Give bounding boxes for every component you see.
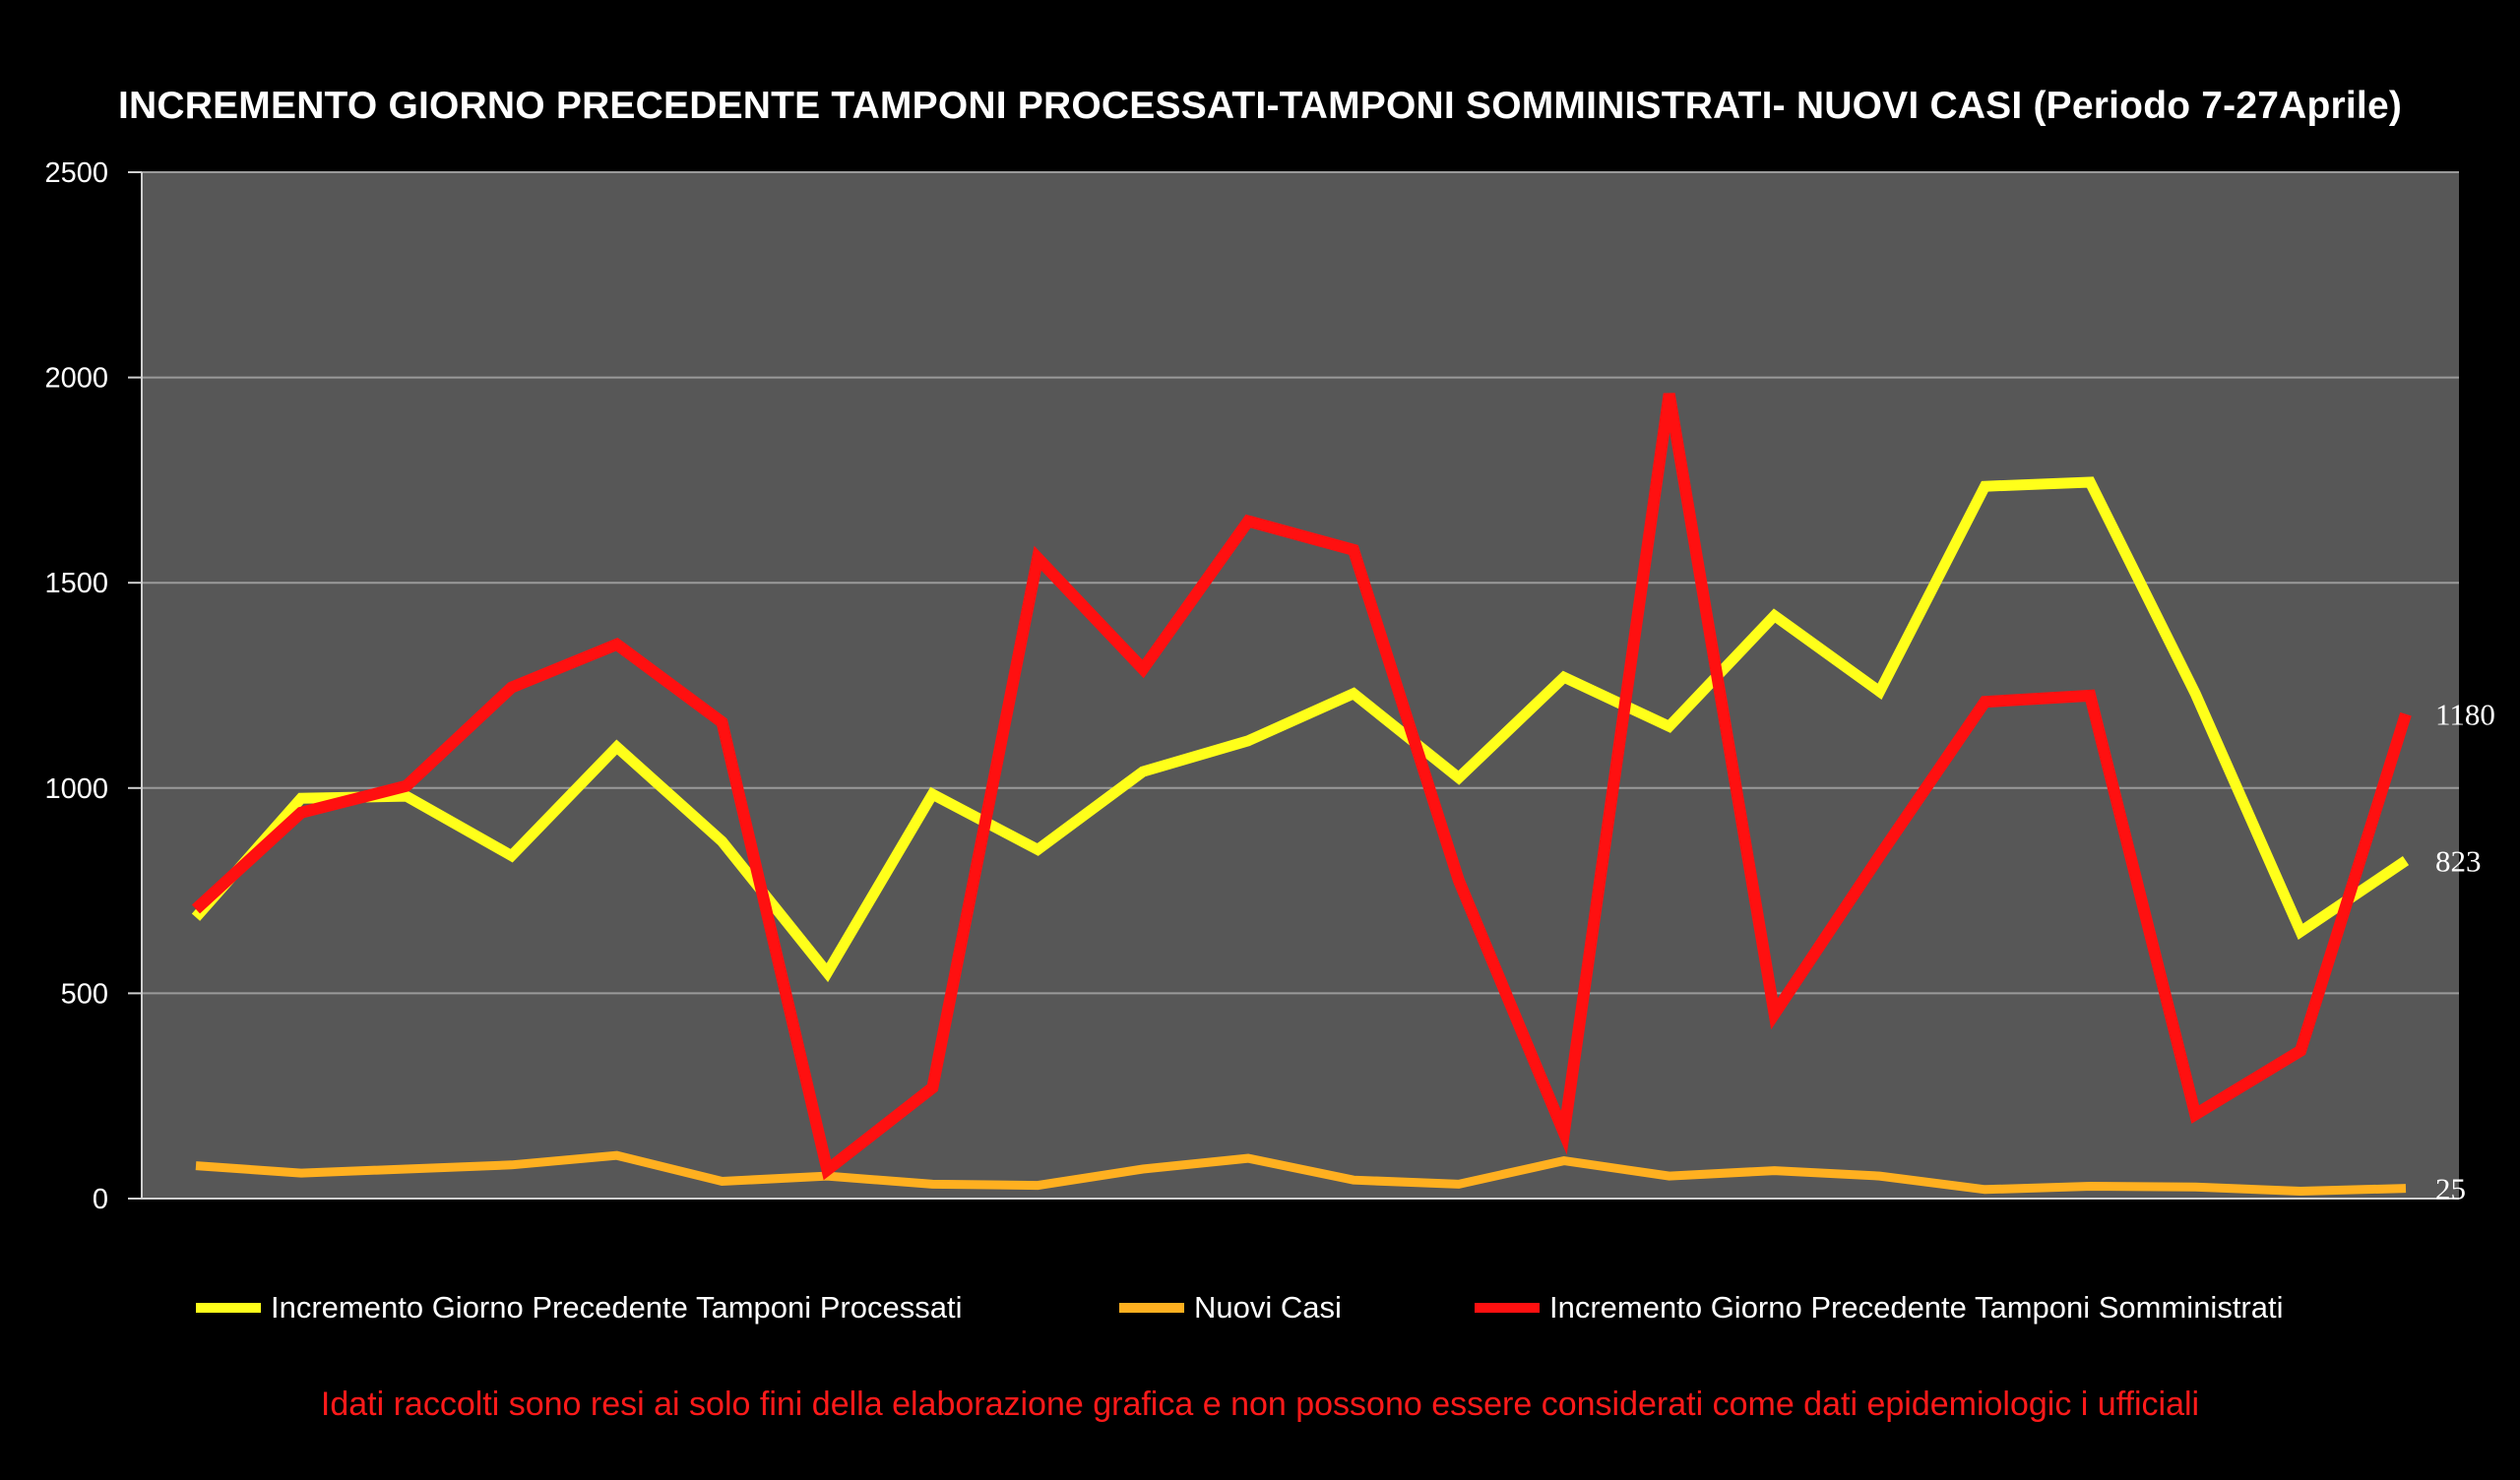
chart-legend: Incremento Giorno Precedente Tamponi Pro… xyxy=(0,1286,2520,1329)
end-value-label-processati: 823 xyxy=(2435,844,2482,879)
legend-label-nuovi-casi: Nuovi Casi xyxy=(1194,1290,1342,1325)
legend-swatch-nuovi-casi xyxy=(1119,1303,1184,1313)
y-tick-label-500: 500 xyxy=(61,978,108,1010)
y-tick-label-0: 0 xyxy=(93,1184,108,1215)
legend-label-somministrati: Incremento Giorno Precedente Tamponi Som… xyxy=(1549,1290,2284,1325)
series-line-somministrati xyxy=(191,393,2412,1181)
legend-item-nuovi-casi: Nuovi Casi xyxy=(1119,1286,1342,1329)
series-line-nuovi-casi xyxy=(195,1150,2407,1197)
disclaimer-footnote: Idati raccolti sono resi ai solo fini de… xyxy=(320,1386,2200,1423)
plot-area xyxy=(142,172,2459,1199)
y-tick-label-1500: 1500 xyxy=(44,568,108,599)
series-line-processati xyxy=(191,476,2410,983)
legend-item-somministrati: Incremento Giorno Precedente Tamponi Som… xyxy=(1475,1286,2284,1329)
legend-label-processati: Incremento Giorno Precedente Tamponi Pro… xyxy=(271,1290,963,1325)
end-value-label-nuovi-casi: 25 xyxy=(2435,1172,2466,1206)
legend-swatch-somministrati xyxy=(1475,1303,1540,1313)
end-value-label-somministrati: 1180 xyxy=(2435,698,2495,732)
legend-swatch-processati xyxy=(196,1303,261,1313)
chart-title: INCREMENTO GIORNO PRECEDENTE TAMPONI PRO… xyxy=(117,85,2403,127)
y-tick-label-2500: 2500 xyxy=(44,157,108,189)
legend-item-processati: Incremento Giorno Precedente Tamponi Pro… xyxy=(196,1286,962,1329)
y-tick-label-1000: 1000 xyxy=(44,773,108,805)
y-tick-label-2000: 2000 xyxy=(44,363,108,395)
